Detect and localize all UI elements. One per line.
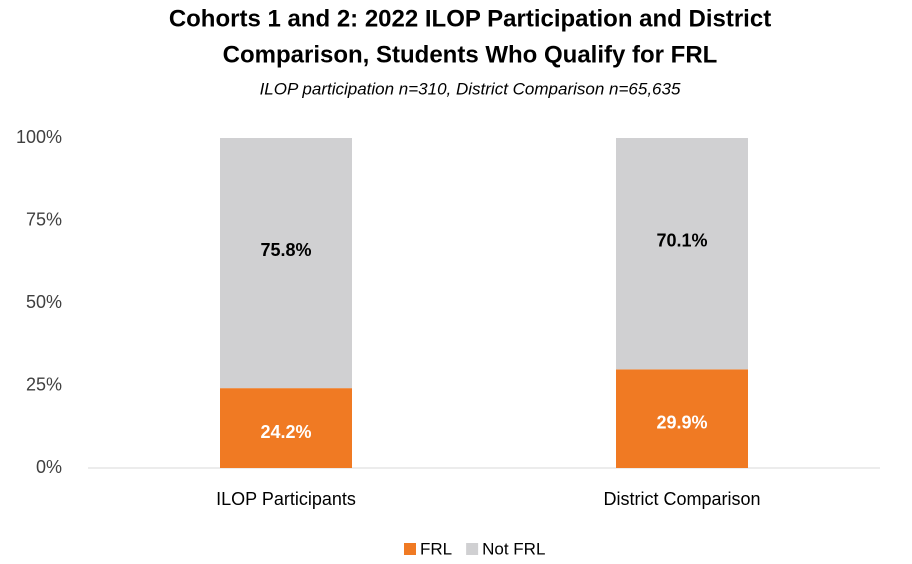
legend-swatch xyxy=(404,543,416,555)
legend-label: Not FRL xyxy=(482,539,545,558)
x-tick-label: District Comparison xyxy=(603,489,760,509)
bar-segment xyxy=(616,138,748,370)
bar-segment xyxy=(220,388,352,468)
data-label: 24.2% xyxy=(260,422,311,442)
y-tick-label: 25% xyxy=(26,374,62,394)
y-tick-label: 0% xyxy=(36,457,62,477)
legend-swatch xyxy=(466,543,479,555)
data-label: 75.8% xyxy=(260,240,311,260)
y-tick-label: 75% xyxy=(26,209,62,229)
legend-label: FRL xyxy=(420,539,452,558)
chart-title: Cohorts 1 and 2: 2022 ILOP Participation… xyxy=(169,5,771,32)
bar-segment xyxy=(220,138,352,389)
data-label: 70.1% xyxy=(656,230,707,250)
chart-subtitle: ILOP participation n=310, District Compa… xyxy=(260,79,681,98)
y-tick-label: 100% xyxy=(16,127,62,147)
bar-segment xyxy=(616,369,748,468)
x-tick-label: ILOP Participants xyxy=(216,489,356,509)
chart-title: Comparison, Students Who Qualify for FRL xyxy=(223,41,718,68)
y-tick-label: 50% xyxy=(26,292,62,312)
data-label: 29.9% xyxy=(656,412,707,432)
